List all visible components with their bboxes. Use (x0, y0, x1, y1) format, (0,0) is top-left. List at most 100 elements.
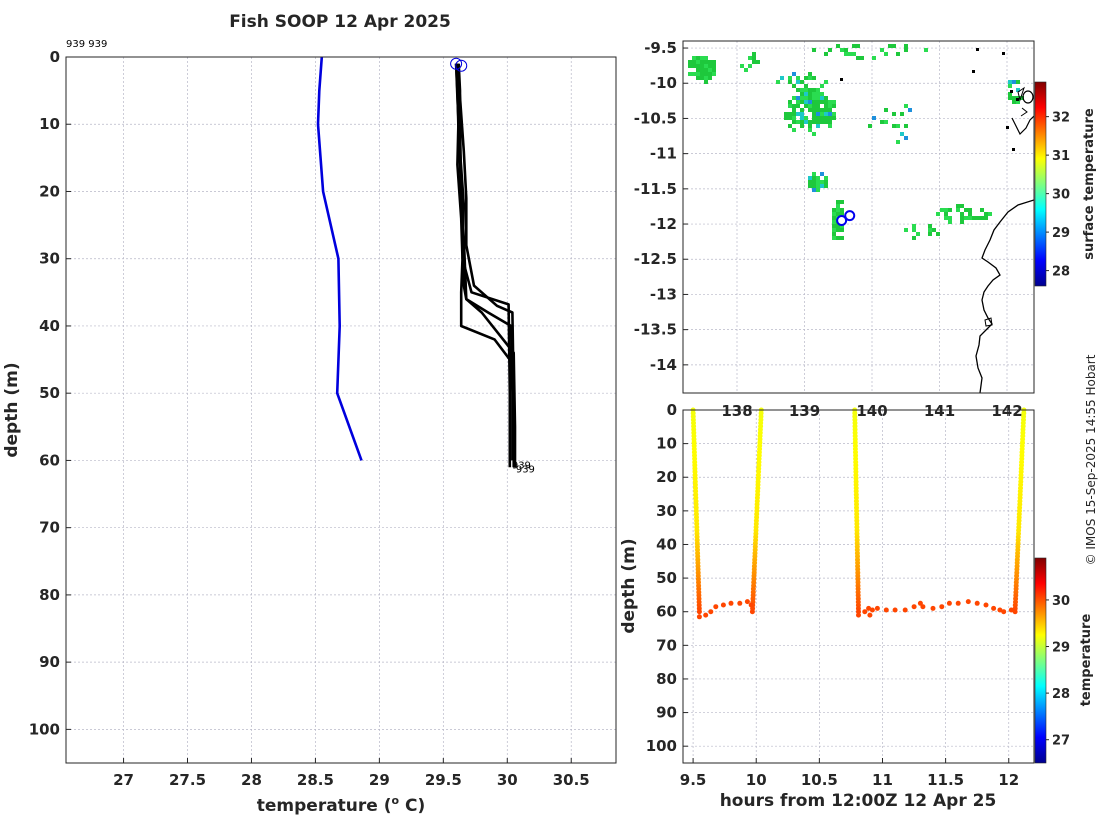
depth-time-x-tick-label: 11 (872, 771, 893, 789)
map-speck (1016, 98, 1019, 101)
map-track-marker (836, 215, 848, 227)
depth-time-x-tick-label: 10 (746, 771, 767, 789)
depth-time-bottom-point (703, 612, 709, 618)
depth-time-bottom-point (1001, 609, 1007, 615)
map-island-small (1017, 86, 1025, 102)
map-colorbar-tick: 28 (1052, 265, 1070, 280)
map-colorbar-tick: 29 (1052, 226, 1070, 241)
depth-time-bottom-point (1008, 607, 1014, 613)
map-x-tick-label: 141 (924, 402, 955, 420)
map-island (1022, 90, 1034, 104)
profile-x-tick-label: 30.5 (553, 771, 590, 789)
depth-time-colorbar-ticks: 27 28 29 30 (1046, 594, 1070, 749)
profile-y-tick-label: 0 (50, 48, 60, 66)
profile-x-tick-label: 27.5 (169, 771, 206, 789)
profile-y-axis-label: depth (m) (2, 362, 22, 457)
map-speck (976, 48, 979, 51)
depth-time-bottom-point (713, 604, 719, 610)
map-colorbar-ticks: 28 29 30 31 32 (1046, 111, 1070, 280)
map-colorbar (1034, 81, 1047, 287)
depth-time-bottom-point (696, 614, 702, 620)
depth-time-y-tick-label: 20 (656, 468, 677, 486)
map-x-tick-label: 139 (789, 402, 820, 420)
map-x-ticks: 138 139 140 141 142 (721, 402, 1022, 420)
map-colorbar-tick: 31 (1052, 149, 1070, 164)
depth-time-bottom-point (748, 602, 754, 608)
profile-series-line-4 (456, 63, 516, 468)
depth-time-bottom-point (920, 604, 926, 610)
depth-time-y-tick-label: 80 (656, 670, 677, 688)
depth-time-x-tick-label: 10.5 (801, 771, 838, 789)
map-speck (1002, 52, 1005, 55)
map-y-tick-label: -14 (650, 356, 677, 374)
map-x-tick-label: 140 (856, 402, 887, 420)
depth-time-colorbar-tick: 30 (1052, 594, 1070, 609)
profile-x-tick-label: 27 (113, 771, 134, 789)
profile-y-tick-label: 80 (39, 586, 60, 604)
depth-time-bottom-point (866, 605, 872, 611)
depth-time-bottom-point (965, 599, 971, 605)
depth-time-bottom-point (902, 607, 908, 613)
depth-time-bottom-point (869, 607, 875, 613)
depth-time-y-tick-label: 90 (656, 704, 677, 722)
depth-time-axes-box (682, 409, 1035, 764)
depth-time-colorbar (1034, 557, 1047, 764)
profile-x-tick-label: 28.5 (297, 771, 334, 789)
map-speck (840, 78, 843, 81)
depth-time-bottom-point (883, 607, 889, 613)
profile-y-tick-label: 70 (39, 519, 60, 537)
profile-y-tick-label: 20 (39, 182, 60, 200)
map-x-tick-label: 142 (991, 402, 1022, 420)
map-inlet (984, 317, 993, 327)
profile-x-tick-label: 30 (497, 771, 518, 789)
map-speck (1010, 90, 1013, 93)
depth-time-x-axis-label: hours from 12:00Z 12 Apr 25 (720, 791, 997, 811)
depth-time-y-tick-label: 30 (656, 502, 677, 520)
depth-time-bottom-point (720, 602, 726, 608)
profile-annotation: 939 939 (66, 39, 107, 50)
map-speck (972, 70, 975, 73)
profile-end-label: 939 (512, 460, 531, 471)
map-y-tick-label: -11.5 (634, 180, 677, 198)
depth-time-bottom-point (911, 604, 917, 610)
depth-time-y-tick-label: 100 (646, 737, 677, 755)
map-axes-box (682, 40, 1035, 394)
map-coastline (975, 199, 1034, 393)
depth-time-y-tick-label: 60 (656, 603, 677, 621)
map-y-tick-label: -12.5 (634, 250, 677, 268)
map-y-tick-label: -10 (650, 74, 677, 92)
map-speck (1012, 148, 1015, 151)
depth-time-bottom-point (930, 605, 936, 611)
depth-time-y-ticks: 0 10 20 30 40 50 60 70 80 90 100 (646, 401, 688, 755)
depth-time-x-tick-label: 9.5 (680, 771, 707, 789)
chart-title: Fish SOOP 12 Apr 2025 (229, 12, 451, 32)
depth-time-point (696, 609, 702, 615)
map-track-markers (836, 210, 856, 227)
depth-time-x-tick-label: 12 (998, 771, 1019, 789)
map-y-tick-label: -13 (650, 285, 677, 303)
profile-series-line-5 (454, 63, 512, 461)
depth-time-bottom-point (708, 609, 714, 615)
profile-x-tick-label: 28 (241, 771, 262, 789)
map-y-tick-label: -11 (650, 145, 677, 163)
depth-time-colorbar-label: temperature (1079, 614, 1094, 707)
profile-x-tick-label: 29 (369, 771, 390, 789)
sst-map-panel: 138 139 140 141 142 -9.5-10-10.5-11-11.5-12-… (634, 39, 1097, 420)
profile-x-ticks: 27 27.5 28 28.5 29 29.5 30 30.5 (113, 758, 590, 789)
depth-time-x-ticks: 9.5 10 10.5 11 11.5 12 (680, 758, 1019, 789)
depth-time-y-axis-label: depth (m) (619, 538, 639, 633)
profile-y-tick-label: 100 (29, 720, 60, 738)
map-colorbar-label: surface temperature (1082, 108, 1097, 260)
map-y-tick-label: -9.5 (644, 39, 677, 57)
map-gridlines (683, 41, 1034, 393)
depth-time-y-tick-label: 40 (656, 535, 677, 553)
map-colorbar-tick: 32 (1052, 111, 1070, 126)
depth-time-points (690, 407, 1027, 620)
map-y-tick-label: -10.5 (634, 109, 677, 127)
depth-time-bottom-point (955, 600, 961, 606)
map-coastline-north (1011, 115, 1034, 136)
depth-time-y-tick-label: 50 (656, 569, 677, 587)
profile-y-tick-label: 30 (39, 250, 60, 268)
map-track-marker (844, 210, 856, 222)
